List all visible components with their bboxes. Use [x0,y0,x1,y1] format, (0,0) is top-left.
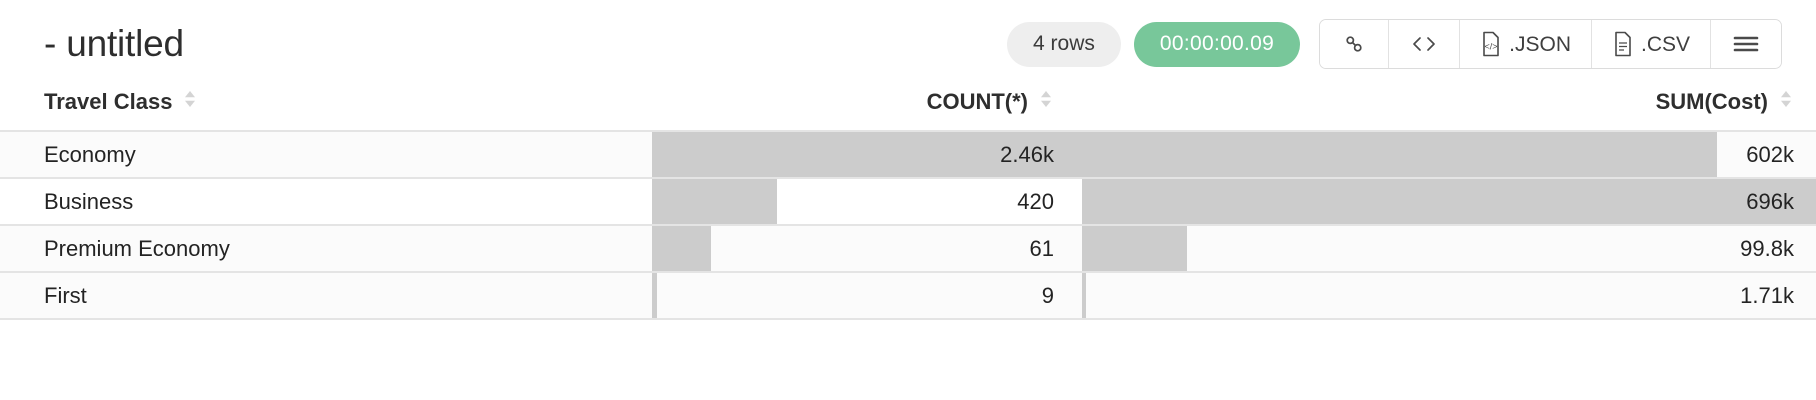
column-header-travel-class[interactable]: Travel Class [0,88,652,131]
cell-sum-value: 602k [1746,141,1794,167]
export-csv-button[interactable]: .CSV [1591,20,1711,68]
column-header-sum[interactable]: SUM(Cost) [1082,88,1816,131]
cell-sum: 602k [1082,130,1816,178]
cell-sum: 696k [1082,177,1816,225]
column-header-sum-label: SUM(Cost) [1655,89,1768,114]
table-row[interactable]: Economy 2.46k 602k [0,130,1816,178]
count-bar [652,227,712,271]
count-bar [652,274,658,317]
cell-count: 2.46k [652,130,1082,178]
cell-sum: 99.8k [1082,224,1816,272]
cell-sum: 1.71k [1082,271,1816,320]
cell-travel-class: Economy [0,130,652,178]
sort-toggle-icon[interactable] [1038,88,1054,116]
export-csv-label: .CSV [1640,32,1690,56]
column-header-travel-class-label: Travel Class [44,89,173,114]
table-body: Economy 2.46k 602k Business 420 [0,130,1816,320]
cell-sum-value: 99.8k [1740,235,1794,261]
cell-travel-class: First [0,271,652,320]
sort-toggle-icon[interactable] [1778,88,1794,116]
cell-count-value: 420 [1017,188,1054,214]
sum-bar [1082,274,1087,317]
column-header-count-label: COUNT(*) [926,89,1028,114]
count-bar [652,180,778,224]
count-bar [652,133,1082,177]
svg-text:</>: </> [1485,42,1498,52]
copy-link-button[interactable] [1320,20,1390,68]
table-header-row: Travel Class COUNT(*) [0,88,1816,131]
table-row[interactable]: First 9 1.71k [0,271,1816,320]
panel-header: - untitled 4 rows 00:00:00.09 [0,0,1816,88]
view-code-button[interactable] [1389,20,1461,68]
link-icon [1342,32,1366,56]
sum-bar [1082,133,1717,177]
table-row[interactable]: Premium Economy 61 99.8k [0,224,1816,272]
csv-file-icon [1612,31,1634,57]
toolbar-button-group: </> .JSON .CSV [1319,19,1782,69]
cell-count: 61 [652,224,1082,272]
results-table: Travel Class COUNT(*) [0,88,1816,320]
row-count-badge: 4 rows [1007,21,1121,67]
sum-bar [1082,180,1816,224]
cell-count: 9 [652,271,1082,320]
column-header-count[interactable]: COUNT(*) [652,88,1082,131]
query-duration-badge: 00:00:00.09 [1133,21,1301,67]
table-row[interactable]: Business 420 696k [0,177,1816,225]
export-json-button[interactable]: </> .JSON [1460,20,1592,68]
page-title: - untitled [44,23,184,64]
cell-count-value: 9 [1041,282,1054,308]
cell-count: 420 [652,177,1082,225]
header-actions: 4 rows 00:00:00.09 [1007,19,1782,69]
cell-count-value: 61 [1029,235,1054,261]
more-menu-button[interactable] [1711,20,1781,68]
sum-bar [1082,227,1187,271]
code-icon [1411,33,1437,55]
hamburger-menu-icon [1733,35,1759,53]
json-file-icon: </> [1480,31,1502,57]
sort-toggle-icon[interactable] [182,88,198,116]
export-json-label: .JSON [1509,32,1571,56]
cell-travel-class: Premium Economy [0,224,652,272]
cell-sum-value: 1.71k [1740,282,1794,308]
cell-travel-class: Business [0,177,652,225]
cell-sum-value: 696k [1746,188,1794,214]
cell-count-value: 2.46k [1000,141,1054,167]
